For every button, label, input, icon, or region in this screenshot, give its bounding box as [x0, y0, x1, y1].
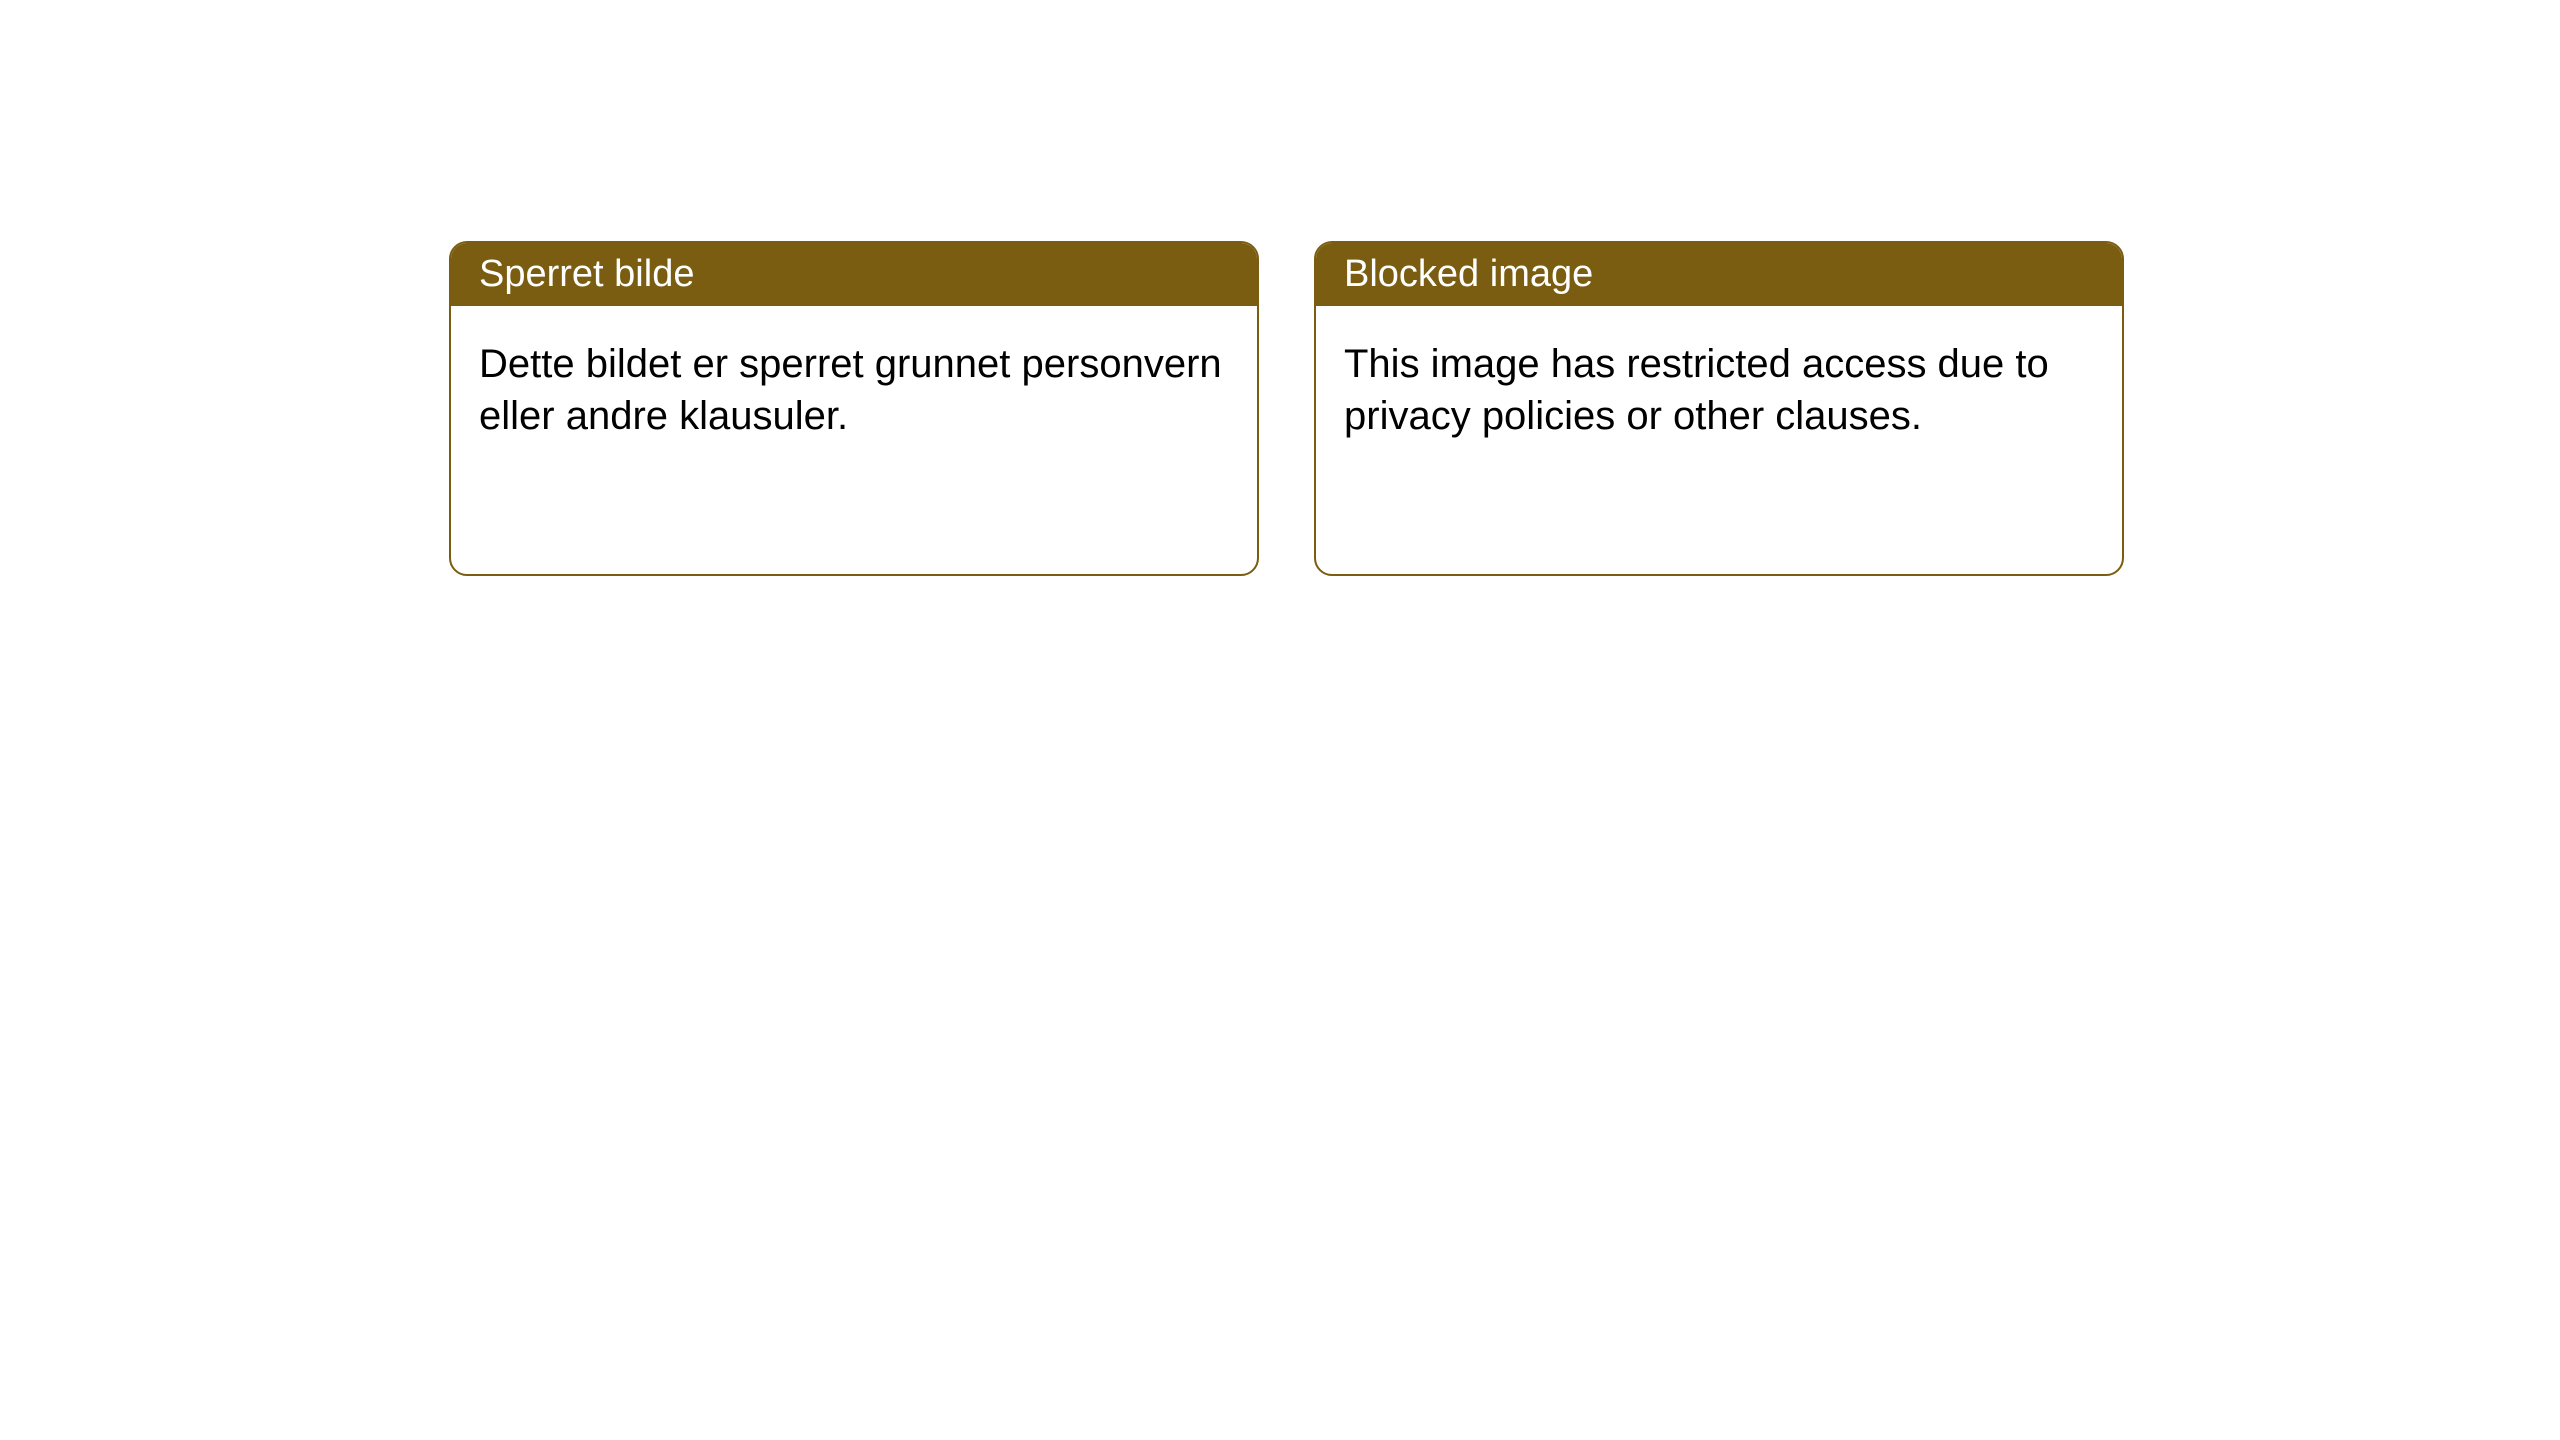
blocked-image-card-en: Blocked image This image has restricted …: [1314, 241, 2124, 576]
card-header-en: Blocked image: [1316, 243, 2122, 306]
card-title-en: Blocked image: [1344, 253, 1593, 295]
card-body-en: This image has restricted access due to …: [1316, 306, 2122, 474]
card-body-no: Dette bildet er sperret grunnet personve…: [451, 306, 1257, 474]
card-header-no: Sperret bilde: [451, 243, 1257, 306]
card-message-no: Dette bildet er sperret grunnet personve…: [479, 342, 1222, 438]
notice-container: Sperret bilde Dette bildet er sperret gr…: [449, 241, 2124, 576]
blocked-image-card-no: Sperret bilde Dette bildet er sperret gr…: [449, 241, 1259, 576]
card-title-no: Sperret bilde: [479, 253, 694, 295]
card-message-en: This image has restricted access due to …: [1344, 342, 2049, 438]
